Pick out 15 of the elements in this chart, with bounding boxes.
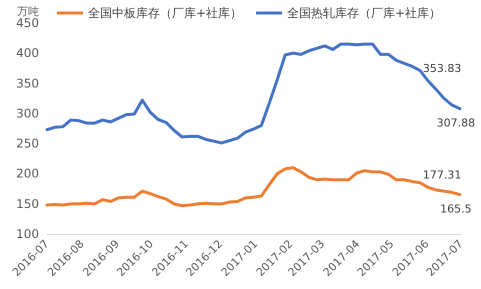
legend-label: 全国热轧库存（厂库+社库） [287, 6, 442, 20]
y-tick-label: 450 [16, 16, 39, 30]
data-label: 177.31 [422, 168, 462, 182]
data-label: 307.88 [436, 116, 476, 130]
data-label: 165.5 [440, 202, 472, 216]
y-tick-label: 350 [16, 76, 39, 90]
y-tick-label: 100 [16, 227, 39, 241]
data-label: 353.83 [422, 62, 462, 75]
legend-label: 全国中板库存（厂库+社库） [88, 6, 242, 20]
y-tick-label: 150 [16, 196, 39, 211]
y-tick-label: 200 [16, 166, 39, 181]
y-tick-label: 400 [16, 46, 39, 60]
y-tick-label: 300 [16, 106, 39, 120]
y-axis-title: 万吨 [17, 5, 39, 18]
y-tick-label: 250 [16, 136, 39, 151]
